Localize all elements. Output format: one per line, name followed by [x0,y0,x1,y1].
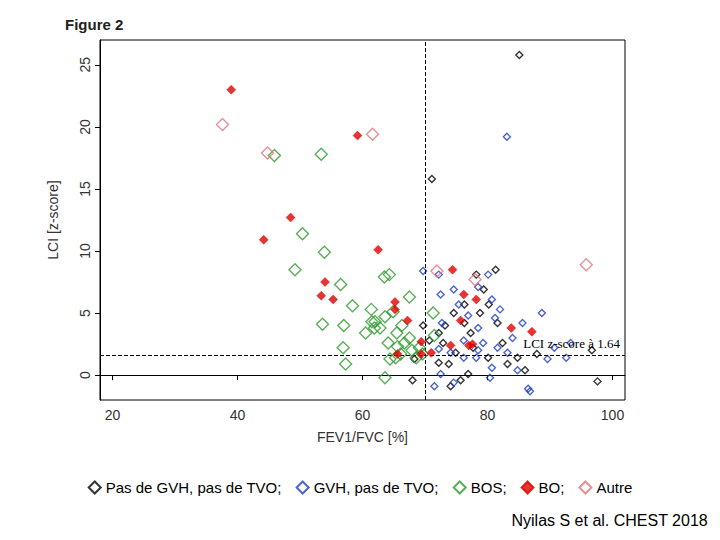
svg-text:0: 0 [77,371,93,379]
svg-text:60: 60 [355,407,371,423]
svg-text:FEV1/FVC [%]: FEV1/FVC [%] [317,429,408,445]
svg-text:BO;: BO; [539,479,565,496]
svg-text:20: 20 [105,407,121,423]
svg-text:20: 20 [77,119,93,135]
svg-text:Nyilas S et al. CHEST 2018: Nyilas S et al. CHEST 2018 [511,512,707,529]
svg-text:25: 25 [77,57,93,73]
svg-text:LCI z-score à 1.64: LCI z-score à 1.64 [523,336,620,351]
svg-text:10: 10 [77,243,93,259]
svg-text:GVH, pas de TVO;: GVH, pas de TVO; [314,479,439,496]
svg-text:100: 100 [601,407,625,423]
svg-text:40: 40 [230,407,246,423]
svg-text:80: 80 [480,407,496,423]
svg-text:Figure 2: Figure 2 [65,16,123,33]
svg-text:Autre: Autre [596,479,632,496]
svg-text:BOS;: BOS; [471,479,507,496]
svg-text:15: 15 [77,181,93,197]
svg-text:Pas de GVH, pas de TVO;: Pas de GVH, pas de TVO; [106,479,282,496]
svg-text:5: 5 [77,309,93,317]
svg-text:LCI [z-score]: LCI [z-score] [45,180,61,259]
